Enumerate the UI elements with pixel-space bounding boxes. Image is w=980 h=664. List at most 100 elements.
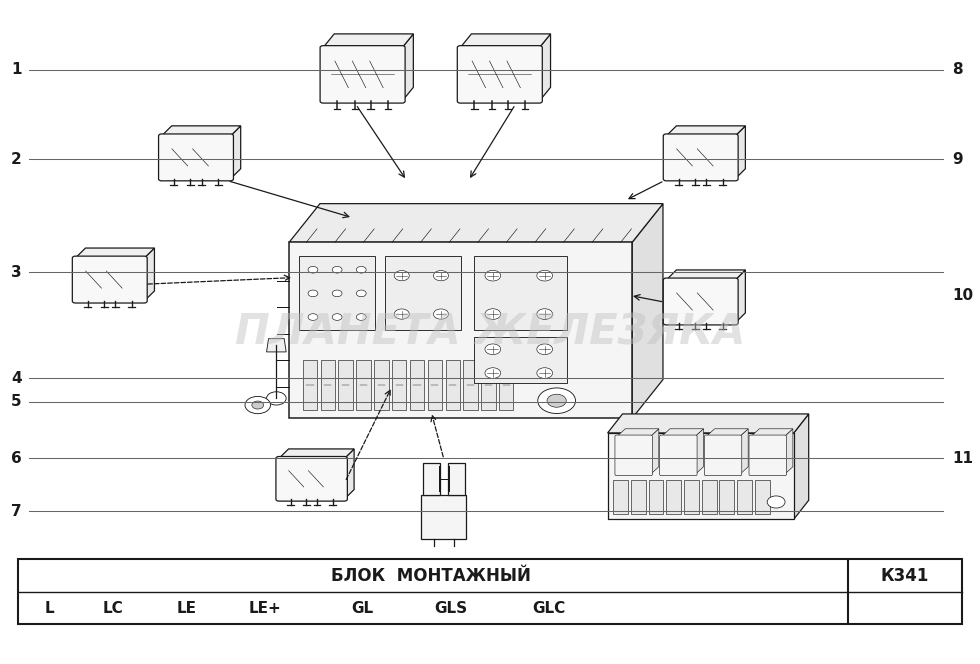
Polygon shape bbox=[735, 270, 746, 323]
Circle shape bbox=[357, 290, 367, 297]
Text: 7: 7 bbox=[11, 504, 22, 519]
Circle shape bbox=[767, 496, 785, 508]
Bar bbox=[421, 495, 466, 539]
Circle shape bbox=[537, 270, 553, 281]
Polygon shape bbox=[230, 126, 241, 179]
Polygon shape bbox=[666, 270, 746, 280]
Polygon shape bbox=[666, 126, 746, 136]
Circle shape bbox=[252, 401, 264, 409]
Bar bbox=[427, 361, 442, 410]
Bar bbox=[446, 361, 460, 410]
FancyBboxPatch shape bbox=[276, 457, 347, 501]
Text: 8: 8 bbox=[953, 62, 963, 77]
Polygon shape bbox=[608, 414, 808, 433]
Bar bbox=[357, 361, 370, 410]
Circle shape bbox=[537, 368, 553, 378]
Text: 3: 3 bbox=[11, 265, 22, 280]
FancyBboxPatch shape bbox=[615, 435, 653, 475]
Bar bbox=[719, 479, 734, 514]
Bar bbox=[300, 256, 375, 331]
Text: БЛОК  МОНТАЖНЫЙ: БЛОК МОНТАЖНЫЙ bbox=[331, 566, 531, 585]
Bar bbox=[631, 479, 646, 514]
Circle shape bbox=[357, 266, 367, 273]
Polygon shape bbox=[784, 429, 793, 474]
Polygon shape bbox=[695, 429, 704, 474]
FancyBboxPatch shape bbox=[660, 435, 697, 475]
Polygon shape bbox=[632, 204, 662, 418]
Bar bbox=[303, 361, 318, 410]
Circle shape bbox=[308, 290, 318, 297]
Text: LE: LE bbox=[176, 601, 196, 616]
Polygon shape bbox=[267, 339, 286, 352]
Circle shape bbox=[332, 290, 342, 297]
Polygon shape bbox=[344, 449, 354, 499]
Text: GL: GL bbox=[352, 601, 373, 616]
Circle shape bbox=[538, 388, 575, 414]
FancyBboxPatch shape bbox=[663, 278, 738, 325]
FancyBboxPatch shape bbox=[159, 134, 233, 181]
Bar bbox=[702, 479, 716, 514]
Bar bbox=[474, 337, 566, 383]
Circle shape bbox=[308, 313, 318, 320]
Bar bbox=[392, 361, 407, 410]
Text: GLC: GLC bbox=[532, 601, 565, 616]
FancyBboxPatch shape bbox=[320, 46, 405, 103]
Bar bbox=[289, 242, 632, 418]
FancyBboxPatch shape bbox=[73, 256, 147, 303]
Bar bbox=[613, 479, 628, 514]
Circle shape bbox=[332, 266, 342, 273]
Text: LE+: LE+ bbox=[248, 601, 281, 616]
Polygon shape bbox=[461, 34, 551, 48]
Bar bbox=[374, 361, 388, 410]
Bar bbox=[448, 463, 465, 495]
Circle shape bbox=[308, 266, 318, 273]
Circle shape bbox=[485, 344, 501, 355]
Text: LC: LC bbox=[102, 601, 123, 616]
Polygon shape bbox=[289, 204, 662, 242]
Circle shape bbox=[485, 270, 501, 281]
FancyBboxPatch shape bbox=[705, 435, 742, 475]
Text: 5: 5 bbox=[11, 394, 22, 409]
Bar bbox=[755, 479, 769, 514]
Polygon shape bbox=[651, 429, 659, 474]
Text: GLS: GLS bbox=[434, 601, 467, 616]
Bar bbox=[499, 361, 514, 410]
Polygon shape bbox=[740, 429, 748, 474]
Bar bbox=[464, 361, 478, 410]
Circle shape bbox=[267, 392, 286, 405]
Bar bbox=[474, 256, 566, 331]
Circle shape bbox=[394, 270, 410, 281]
Circle shape bbox=[394, 309, 410, 319]
Bar bbox=[608, 433, 794, 519]
Bar bbox=[684, 479, 699, 514]
Text: 2: 2 bbox=[11, 152, 22, 167]
Circle shape bbox=[357, 313, 367, 320]
Text: 4: 4 bbox=[11, 371, 22, 386]
Text: ПЛАНЕТА ЖЕЛЕЗЯКА: ПЛАНЕТА ЖЕЛЕЗЯКА bbox=[235, 311, 745, 353]
Bar bbox=[18, 559, 962, 624]
Circle shape bbox=[547, 394, 566, 407]
Bar bbox=[666, 479, 681, 514]
Text: L: L bbox=[44, 601, 54, 616]
Bar bbox=[338, 361, 353, 410]
Polygon shape bbox=[794, 414, 808, 519]
Circle shape bbox=[485, 368, 501, 378]
Polygon shape bbox=[539, 34, 551, 101]
Circle shape bbox=[433, 270, 449, 281]
Polygon shape bbox=[279, 449, 354, 459]
Polygon shape bbox=[323, 34, 414, 48]
Circle shape bbox=[433, 309, 449, 319]
Text: 11: 11 bbox=[953, 451, 973, 465]
Bar bbox=[649, 479, 663, 514]
Text: 10: 10 bbox=[953, 288, 974, 303]
Circle shape bbox=[485, 309, 501, 319]
Polygon shape bbox=[402, 34, 414, 101]
Polygon shape bbox=[75, 248, 155, 258]
Polygon shape bbox=[144, 248, 155, 301]
Text: 1: 1 bbox=[11, 62, 22, 77]
Polygon shape bbox=[662, 429, 704, 436]
Polygon shape bbox=[616, 429, 659, 436]
Text: 6: 6 bbox=[11, 451, 22, 465]
Bar bbox=[423, 463, 440, 495]
Bar bbox=[385, 256, 461, 331]
